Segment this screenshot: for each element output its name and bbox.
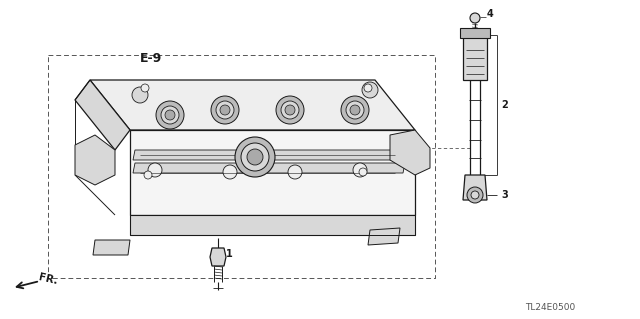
Circle shape: [141, 84, 149, 92]
Text: 1: 1: [226, 249, 233, 259]
Polygon shape: [130, 130, 415, 215]
Polygon shape: [90, 80, 415, 130]
Circle shape: [247, 149, 263, 165]
Circle shape: [359, 168, 367, 176]
Circle shape: [281, 101, 299, 119]
Circle shape: [156, 101, 184, 129]
Circle shape: [471, 191, 479, 199]
Polygon shape: [133, 163, 405, 173]
Circle shape: [353, 163, 367, 177]
Circle shape: [470, 13, 480, 23]
Circle shape: [161, 106, 179, 124]
Circle shape: [148, 163, 162, 177]
Circle shape: [211, 96, 239, 124]
Text: E-9: E-9: [140, 52, 163, 65]
Circle shape: [165, 110, 175, 120]
Polygon shape: [93, 240, 130, 255]
Polygon shape: [463, 35, 487, 80]
Polygon shape: [75, 135, 115, 185]
Circle shape: [341, 96, 369, 124]
Text: TL24E0500: TL24E0500: [525, 303, 575, 312]
Text: 2: 2: [501, 100, 508, 110]
Circle shape: [346, 101, 364, 119]
Circle shape: [241, 143, 269, 171]
Circle shape: [216, 101, 234, 119]
Circle shape: [288, 165, 302, 179]
Polygon shape: [390, 130, 430, 175]
Polygon shape: [133, 150, 405, 160]
Circle shape: [223, 165, 237, 179]
Circle shape: [276, 96, 304, 124]
Circle shape: [285, 105, 295, 115]
Text: 4: 4: [487, 9, 493, 19]
Polygon shape: [460, 28, 490, 38]
Text: 3: 3: [501, 190, 508, 200]
Circle shape: [220, 105, 230, 115]
Circle shape: [364, 84, 372, 92]
Polygon shape: [210, 248, 226, 266]
Text: FR.: FR.: [38, 272, 59, 286]
Circle shape: [235, 137, 275, 177]
Polygon shape: [75, 80, 130, 150]
Polygon shape: [368, 228, 400, 245]
Polygon shape: [130, 215, 415, 235]
Polygon shape: [463, 175, 487, 200]
Circle shape: [144, 171, 152, 179]
Circle shape: [467, 187, 483, 203]
Circle shape: [350, 105, 360, 115]
Circle shape: [132, 87, 148, 103]
Circle shape: [362, 82, 378, 98]
